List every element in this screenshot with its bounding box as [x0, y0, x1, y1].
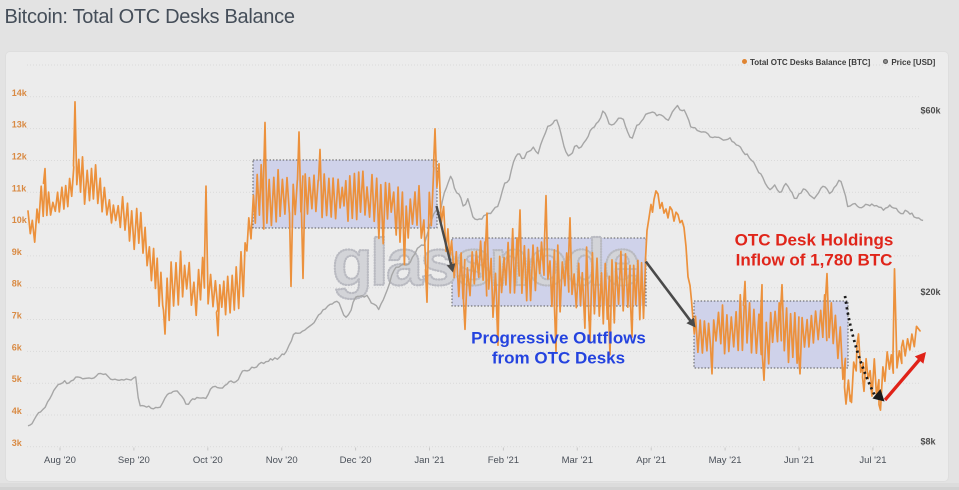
svg-text:Jan '21: Jan '21 [414, 455, 444, 466]
svg-text:10k: 10k [12, 215, 28, 225]
svg-text:Progressive Outflows: Progressive Outflows [471, 329, 646, 348]
svg-text:Sep '20: Sep '20 [118, 455, 150, 466]
svg-text:Apr '21: Apr '21 [636, 455, 666, 466]
svg-text:from OTC Desks: from OTC Desks [492, 349, 625, 368]
svg-text:11k: 11k [12, 183, 28, 193]
svg-text:Mar '21: Mar '21 [562, 455, 593, 466]
svg-text:5k: 5k [12, 374, 23, 384]
svg-text:3k: 3k [12, 438, 23, 448]
svg-text:Oct '20: Oct '20 [193, 455, 223, 466]
svg-text:Dec '20: Dec '20 [340, 455, 372, 466]
svg-text:OTC Desk Holdings: OTC Desk Holdings [735, 231, 894, 250]
svg-text:Aug '20: Aug '20 [44, 455, 76, 466]
svg-text:Jul '21: Jul '21 [859, 455, 886, 466]
svg-text:8k: 8k [12, 279, 23, 289]
svg-text:$60k: $60k [921, 106, 942, 116]
svg-text:$8k: $8k [921, 437, 937, 447]
svg-text:9k: 9k [12, 247, 23, 257]
svg-text:Nov '20: Nov '20 [266, 455, 298, 466]
svg-text:$20k: $20k [921, 287, 942, 297]
svg-text:13k: 13k [12, 120, 28, 130]
svg-text:4k: 4k [12, 406, 23, 416]
svg-text:Feb '21: Feb '21 [488, 455, 519, 466]
svg-text:Inflow of 1,780 BTC: Inflow of 1,780 BTC [736, 251, 893, 270]
svg-text:12k: 12k [12, 151, 28, 161]
svg-text:14k: 14k [12, 88, 28, 98]
svg-text:6k: 6k [12, 342, 23, 352]
svg-text:7k: 7k [12, 311, 23, 321]
svg-text:May '21: May '21 [709, 455, 742, 466]
svg-text:Jun '21: Jun '21 [784, 455, 814, 466]
